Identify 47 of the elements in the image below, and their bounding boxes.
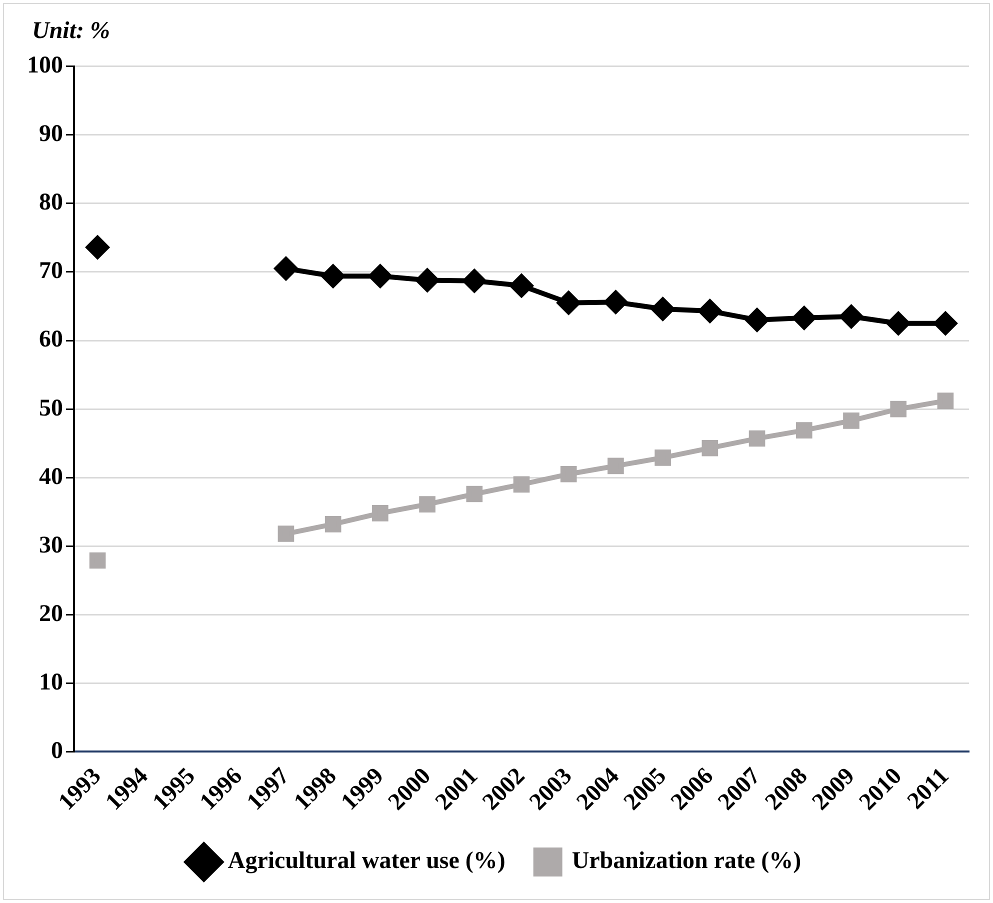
point	[934, 312, 957, 335]
point	[89, 552, 106, 569]
point	[792, 306, 816, 330]
legend-label: Agricultural water use (%)	[228, 848, 506, 874]
point	[466, 486, 483, 502]
y-tick-label: 20	[39, 600, 63, 627]
point	[651, 297, 674, 320]
x-tick-label: 2011	[902, 763, 954, 815]
point	[890, 400, 906, 418]
point	[419, 496, 436, 512]
y-tick-label: 50	[39, 395, 63, 422]
point	[654, 450, 671, 466]
point	[510, 274, 533, 298]
point	[513, 476, 530, 493]
point	[604, 290, 628, 314]
point	[702, 440, 718, 456]
y-tick-label: 80	[39, 190, 63, 216]
point	[840, 305, 863, 328]
point	[796, 422, 812, 438]
point	[324, 516, 342, 532]
y-tick-label: 70	[39, 258, 63, 284]
point	[274, 257, 298, 280]
point	[746, 308, 769, 332]
legend-label: Urbanization rate (%)	[572, 848, 802, 874]
point	[748, 430, 766, 447]
point	[278, 526, 294, 542]
point	[560, 466, 577, 482]
y-tick-label: 100	[27, 52, 63, 79]
point	[462, 269, 486, 292]
point	[322, 264, 345, 288]
point	[937, 392, 954, 409]
point	[372, 505, 388, 522]
y-tick-label: 90	[39, 121, 63, 148]
point	[698, 300, 722, 323]
point	[608, 458, 624, 474]
y-tick-label: 30	[39, 532, 63, 558]
y-tick-label: 60	[39, 326, 63, 353]
point	[843, 412, 860, 429]
point	[86, 236, 110, 259]
point	[416, 268, 439, 292]
point	[368, 264, 392, 288]
y-tick-label: 40	[39, 464, 63, 490]
y-tick-label: 0	[51, 738, 63, 764]
y-tick-label: 10	[39, 669, 63, 696]
point	[557, 291, 580, 314]
point	[886, 312, 910, 335]
y-axis-title: Unit: %	[32, 18, 110, 45]
